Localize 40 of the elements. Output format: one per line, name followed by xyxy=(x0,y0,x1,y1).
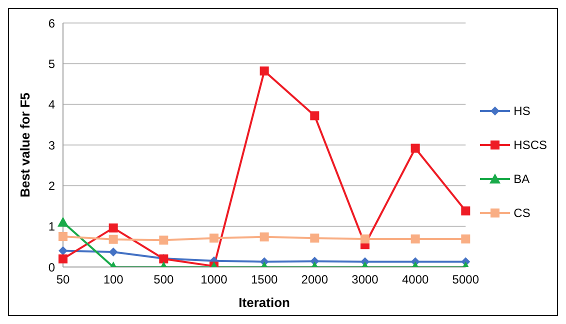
x-tick-label: 3000 xyxy=(352,272,379,287)
y-tick-label: 5 xyxy=(48,56,56,71)
point xyxy=(108,247,118,256)
point xyxy=(360,234,370,244)
point xyxy=(58,232,68,241)
point xyxy=(209,234,218,243)
y-tick-label: 4 xyxy=(48,98,56,112)
point xyxy=(58,216,68,227)
point xyxy=(108,223,118,232)
x-tick-label: 100 xyxy=(103,272,124,287)
x-tick-label: 1000 xyxy=(200,272,228,287)
legend-label: HSCS xyxy=(514,138,547,152)
x-tick-label: 5000 xyxy=(452,272,480,287)
x-tick-label: 4000 xyxy=(402,272,429,287)
point xyxy=(108,234,118,244)
point xyxy=(310,234,320,243)
point xyxy=(58,246,68,256)
legend-label: CS xyxy=(514,206,530,220)
point xyxy=(260,66,269,76)
legend-label: BA xyxy=(514,172,530,186)
y-tick-label: 2 xyxy=(48,178,56,193)
legend-label: HS xyxy=(514,104,530,118)
y-tick-label: 1 xyxy=(48,220,56,234)
point xyxy=(410,144,420,153)
x-tick-label: 500 xyxy=(154,272,174,287)
point xyxy=(310,111,320,120)
point xyxy=(410,234,420,244)
point xyxy=(461,234,470,244)
y-tick-label: 0 xyxy=(48,260,56,274)
point xyxy=(260,232,269,242)
point xyxy=(461,206,470,216)
point xyxy=(159,236,168,245)
x-tick-label: 1500 xyxy=(250,272,278,287)
y-tick-label: 6 xyxy=(48,16,56,30)
point xyxy=(58,254,68,264)
x-tick-label: 50 xyxy=(56,272,70,287)
x-tick-label: 2000 xyxy=(301,272,328,287)
y-axis-title: Best value for F5 xyxy=(18,92,33,198)
x-axis-title: Iteration xyxy=(238,295,290,310)
y-tick-label: 3 xyxy=(48,138,56,152)
